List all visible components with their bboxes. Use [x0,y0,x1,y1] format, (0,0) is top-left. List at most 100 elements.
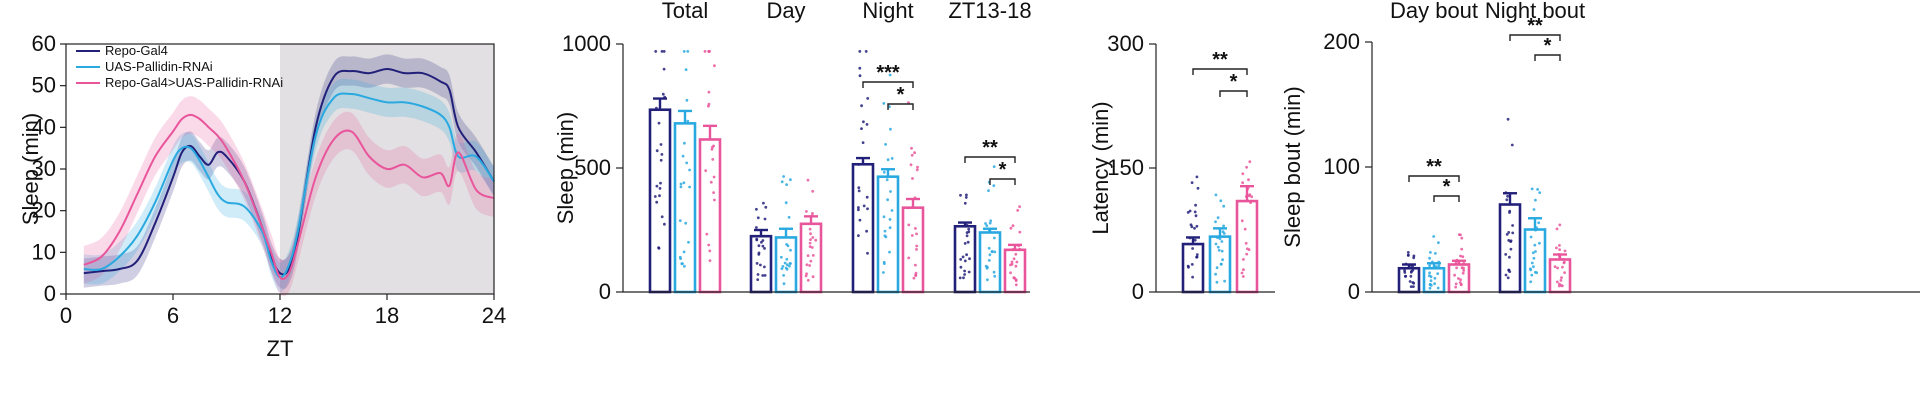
sem-band-repo-gal4-uas-pallidin-rnai [83,96,494,297]
data-point [780,180,784,184]
data-point [1530,273,1534,277]
data-point [1532,256,1536,260]
data-point [805,210,808,213]
data-point [959,265,963,269]
data-point [1558,255,1561,258]
data-point [1247,178,1250,182]
data-point [907,223,911,227]
data-point [681,262,684,265]
data-point [858,66,862,70]
data-point [1215,266,1219,270]
data-point [1429,251,1432,254]
data-point [962,276,965,280]
data-point [1506,117,1510,121]
data-point [1009,226,1013,230]
data-point [804,274,808,278]
data-point [915,244,919,248]
bars: ****** [1397,15,1572,294]
data-point [857,189,861,193]
data-point [654,50,658,53]
data-point [1190,263,1194,266]
data-point [860,127,863,130]
data-point [763,247,766,250]
data-point [965,223,969,227]
x-axis-label: ZT [267,336,294,361]
data-point [1455,258,1459,262]
data-point [993,274,997,278]
data-point [687,240,690,244]
data-point [685,161,689,165]
data-point [858,218,862,222]
significance-bracket [862,81,914,88]
data-point [811,236,815,239]
data-point [866,251,869,255]
data-point [1412,281,1416,285]
data-point [1563,271,1566,274]
data-point [1511,224,1514,227]
bar-repo-gal4-total [648,108,672,294]
data-point [1555,280,1559,284]
data-point [808,245,812,249]
series-lines [83,67,495,281]
data-point [1457,277,1460,280]
data-point [1561,257,1565,261]
bar-repo-gal4-uas-pallidin-rnai-zt13-18 [1003,248,1027,294]
data-point [1534,228,1537,232]
y-axis-label: Sleep (min) [18,113,43,225]
data-point [653,195,657,198]
data-point [1194,203,1197,207]
data-point [809,238,812,242]
data-point [1460,236,1464,240]
data-point [805,263,809,267]
data-point [984,222,987,225]
y-tick-label: 0 [44,281,56,306]
data-point [1553,265,1557,268]
data-point [811,254,815,257]
data-point [907,256,911,260]
data-point [1560,284,1564,288]
data-point [910,146,913,150]
data-point [915,248,918,251]
data-point [988,253,992,257]
data-point [914,263,917,267]
data-point [1214,220,1217,224]
data-point [1428,286,1432,290]
data-point [1409,274,1413,278]
data-point [1009,271,1012,275]
data-point [805,272,808,276]
sem-band-uas-pallidin-rnai [83,78,494,292]
data-point [809,232,812,236]
data-point [1429,284,1433,287]
legend-label-repo-gal4: Repo-Gal4 [105,43,168,58]
data-point [806,178,810,182]
data-point [1454,261,1458,265]
data-point [1504,253,1508,256]
data-point [1427,274,1431,278]
data-point [1018,230,1022,234]
data-point [1011,248,1015,251]
data-point [966,240,970,244]
data-point [913,196,917,200]
data-point [655,184,659,188]
significance-stars: ** [1426,156,1442,178]
data-point [1247,194,1251,198]
bar-uas-pallidin-rnai-day-bout [1422,266,1446,294]
data-point [783,261,787,265]
data-point [764,205,768,209]
data-point [1193,210,1197,214]
data-point [1222,204,1226,208]
data-point [685,98,689,102]
data-point [1529,280,1533,284]
data-point [1195,224,1199,228]
significance-stars: * [999,159,1007,181]
data-point [909,163,913,167]
data-point [959,193,962,197]
data-point [916,165,919,169]
data-point [1429,279,1433,283]
y-tick-label: 30 [32,156,56,181]
data-point [1248,160,1252,164]
data-point [1508,255,1511,259]
data-point [1529,235,1533,239]
data-point [866,97,870,100]
data-point [992,184,996,188]
